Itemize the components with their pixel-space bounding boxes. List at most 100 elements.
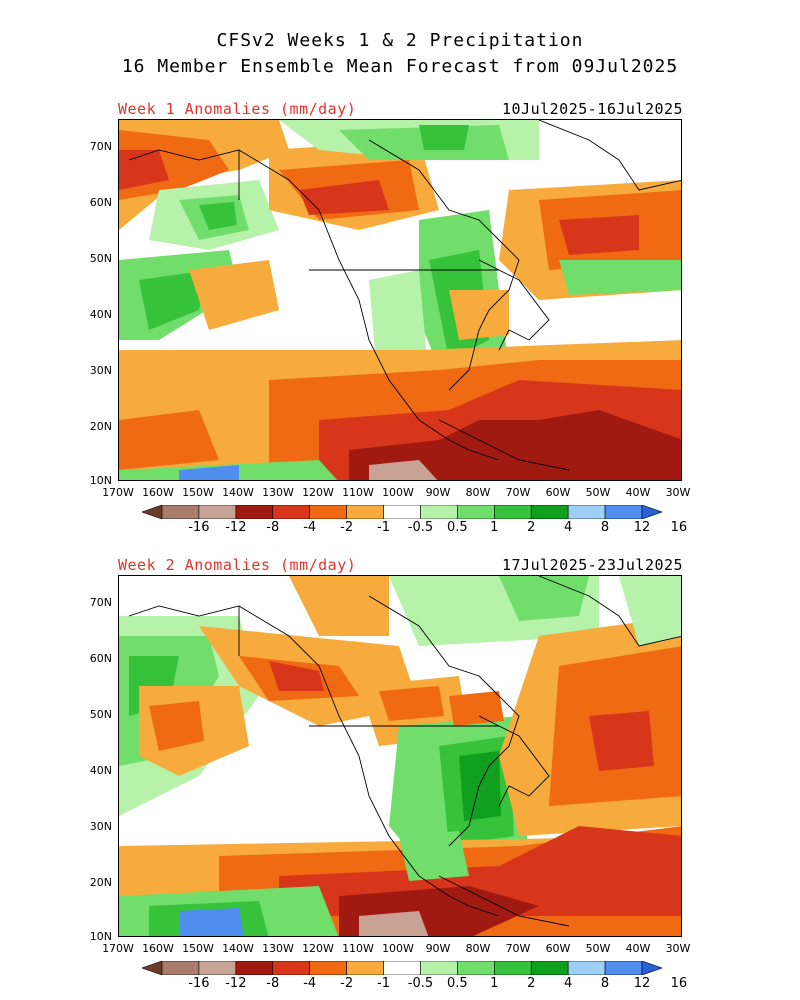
colorbar-tick-label: 12 [633, 976, 651, 991]
colorbar-swatch [604, 505, 643, 519]
lon-label: 60W [545, 486, 571, 499]
colorbar-swatch [235, 505, 274, 519]
lat-label: 60N [89, 652, 112, 665]
colorbar-swatch [142, 961, 163, 975]
lat-label: 40N [89, 764, 112, 777]
lon-label: 140W [222, 486, 254, 499]
lat-label: 50N [89, 252, 112, 265]
lon-label: 170W [102, 942, 134, 955]
colorbar-tick-label: -2 [340, 976, 354, 991]
colorbar-swatch [530, 961, 569, 975]
week1-geography [128, 120, 681, 471]
colorbar-swatch [641, 505, 662, 519]
lon-label: 110W [342, 942, 374, 955]
week1-colorbar [142, 505, 662, 519]
colorbar-swatch [198, 961, 237, 975]
lat-label: 40N [89, 308, 112, 321]
colorbar-tick-label: -16 [188, 520, 210, 535]
lon-label: 130W [262, 942, 294, 955]
lon-label: 30W [665, 942, 691, 955]
colorbar-tick-label: -2 [340, 520, 354, 535]
colorbar-swatch [567, 505, 606, 519]
lat-label: 10N [89, 930, 112, 943]
lat-label: 60N [89, 196, 112, 209]
colorbar-tick-label: 8 [600, 976, 610, 991]
lon-label: 100W [382, 942, 414, 955]
lat-label: 10N [89, 474, 112, 487]
lon-label: 120W [302, 486, 334, 499]
colorbar-swatch [420, 961, 458, 975]
colorbar-swatch [457, 505, 495, 519]
lon-label: 80W [465, 486, 491, 499]
lon-label: 70W [505, 486, 531, 499]
colorbar-tick-label: 0.5 [447, 520, 468, 535]
colorbar-tick-label: -8 [266, 976, 280, 991]
colorbar-swatch [142, 505, 163, 519]
colorbar-swatch [604, 961, 643, 975]
week1-colorbar-labels: -16 -12 -8 -4 -2 -1 -0.5 0.5 1 2 4 8 12 16 [142, 520, 687, 536]
colorbar-tick-label: 16 [670, 976, 688, 991]
colorbar-tick-label: -12 [225, 520, 247, 535]
lon-label: 90W [425, 486, 451, 499]
colorbar-tick-label: 0.5 [447, 976, 468, 991]
colorbar-swatch [494, 961, 532, 975]
lon-label: 80W [465, 942, 491, 955]
colorbar-swatch [161, 961, 200, 975]
colorbar-swatch [235, 961, 274, 975]
colorbar-swatch [530, 505, 569, 519]
week1-map-svg [119, 120, 681, 480]
colorbar-swatch [567, 961, 606, 975]
lon-label: 150W [182, 942, 214, 955]
lon-label: 50W [585, 486, 611, 499]
lon-label: 160W [142, 942, 174, 955]
colorbar-swatch [641, 961, 662, 975]
colorbar-tick-label: -4 [303, 520, 317, 535]
week1-dates: 10Jul2025-16Jul2025 [502, 100, 684, 118]
week1-map [118, 119, 682, 481]
colorbar-tick-label: 4 [564, 520, 573, 535]
lon-label: 150W [182, 486, 214, 499]
colorbar-swatch [161, 505, 200, 519]
week2-map-svg [119, 576, 681, 936]
colorbar-swatch [198, 505, 237, 519]
week2-dates: 17Jul2025-23Jul2025 [502, 556, 684, 574]
lon-label: 170W [102, 486, 134, 499]
colorbar-tick-label: 1 [490, 520, 499, 535]
lon-label: 30W [665, 486, 691, 499]
colorbar-swatch [272, 961, 310, 975]
colorbar-swatch [383, 505, 421, 519]
colorbar-tick-label: 8 [600, 520, 610, 535]
lon-label: 90W [425, 942, 451, 955]
colorbar-tick-label: 1 [490, 976, 499, 991]
lon-label: 70W [505, 942, 531, 955]
colorbar-tick-label: 12 [633, 520, 651, 535]
week2-map [118, 575, 682, 937]
week2-label: Week 2 Anomalies (mm/day) [118, 556, 357, 574]
lat-label: 70N [89, 596, 112, 609]
lat-label: 50N [89, 708, 112, 721]
week2-geography [128, 576, 681, 927]
week1-anomaly-fields [119, 120, 681, 480]
colorbar-swatch [272, 505, 310, 519]
colorbar-swatch [494, 505, 532, 519]
colorbar-tick-label: 2 [527, 976, 536, 991]
lon-label: 130W [262, 486, 294, 499]
colorbar-tick-label: -1 [377, 976, 391, 991]
colorbar-swatch [383, 961, 421, 975]
lon-label: 100W [382, 486, 414, 499]
lon-label: 40W [625, 942, 651, 955]
lon-label: 110W [342, 486, 374, 499]
colorbar-swatch [420, 505, 458, 519]
colorbar-tick-label: 16 [670, 520, 688, 535]
lat-label: 30N [89, 820, 112, 833]
lon-label: 60W [545, 942, 571, 955]
colorbar-tick-label: 4 [564, 976, 573, 991]
colorbar-swatch [457, 961, 495, 975]
colorbar-tick-label: -0.5 [407, 976, 434, 991]
colorbar-swatch [309, 961, 347, 975]
lon-label: 50W [585, 942, 611, 955]
lon-label: 120W [302, 942, 334, 955]
week2-colorbar [142, 961, 662, 975]
colorbar-tick-label: -0.5 [407, 520, 434, 535]
lat-label: 20N [89, 876, 112, 889]
